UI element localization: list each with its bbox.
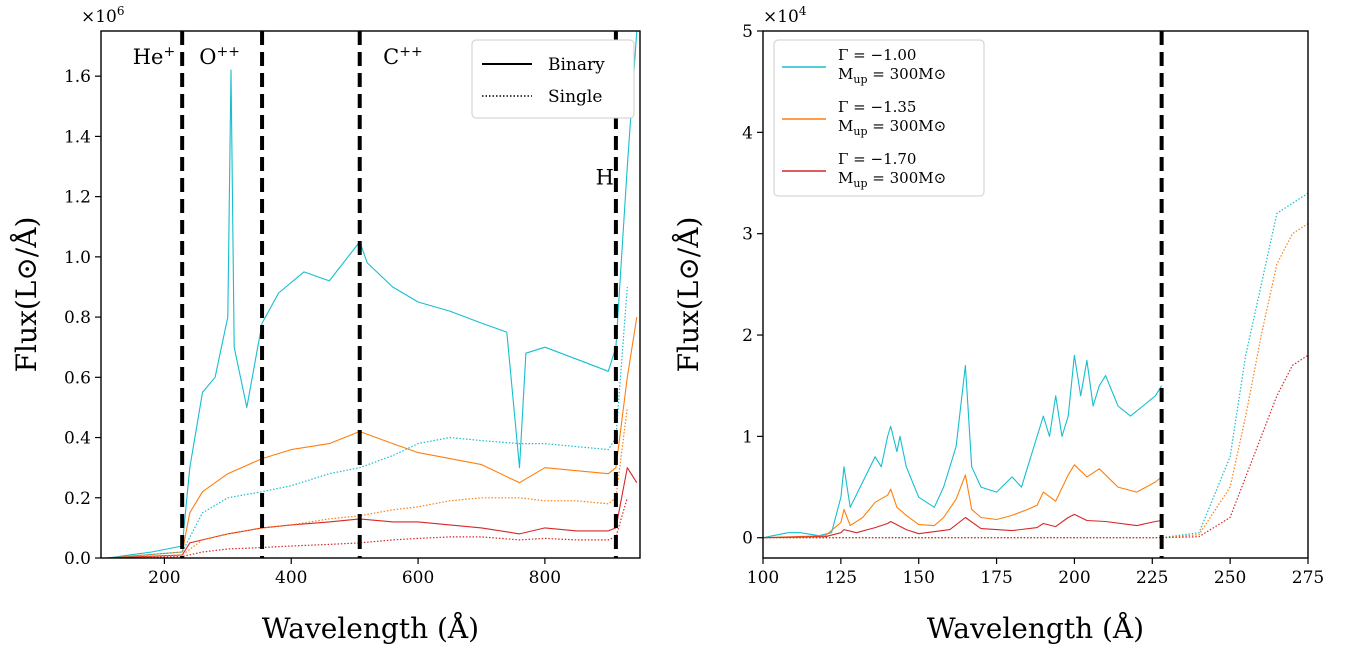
y-tick-label: 3 [742, 225, 753, 245]
y-tick-label: 5 [742, 22, 753, 42]
plot-area [107, 31, 638, 558]
legend-box [471, 39, 635, 119]
annotation-2: O++ [199, 44, 240, 69]
y-tick-label: 1.6 [64, 67, 91, 87]
y-multiplier: ×104 [763, 4, 807, 27]
plot-area [763, 31, 1308, 558]
axes-frame [100, 30, 641, 559]
y-tick-label: 1.2 [64, 188, 91, 208]
x-axis-label: Wavelength (Å) [262, 612, 479, 645]
x-tick-label: 250 [1214, 568, 1246, 588]
x-tick-label: 200 [148, 568, 180, 588]
series-line-6 [107, 497, 628, 558]
legend: Binary Single [471, 39, 635, 119]
annotation-1: He+ [133, 44, 175, 69]
legend-label-line1: Γ = −1.35 [838, 98, 916, 116]
y-tick-label: 0.0 [64, 549, 91, 569]
y-tick-label: 2 [742, 326, 753, 346]
legend-label-line2: Mup = 300M⊙ [838, 169, 946, 190]
legend-label-line2: Mup = 300M⊙ [838, 65, 946, 86]
legend-label-line1: Γ = −1.70 [838, 150, 916, 168]
x-tick-label: 150 [902, 568, 934, 588]
right-panel: 100 125 150 175 200 225 250 275 0 1 2 3 4 5 ×104 Wavele… [672, 4, 1324, 645]
series-line-3 [763, 513, 1162, 539]
y-tick-label: 0.8 [64, 308, 91, 328]
x-tick-label: 225 [1136, 568, 1168, 588]
legend-label-line2: Mup = 300M⊙ [838, 117, 946, 138]
legend-label: Binary [548, 55, 605, 75]
y-multiplier: ×106 [81, 4, 125, 27]
x-tick-label: 125 [825, 568, 857, 588]
series-line-5 [763, 223, 1308, 539]
y-tick-label: 4 [742, 123, 753, 143]
y-tick-label: 0 [742, 529, 753, 549]
legend-label-line1: Γ = −1.00 [838, 46, 916, 64]
series-line-1 [763, 354, 1163, 539]
x-axis-label: Wavelength (Å) [927, 612, 1144, 645]
series-line-4 [763, 192, 1308, 539]
x-tick-label: 200 [1058, 568, 1090, 588]
y-tick-label: 0.6 [64, 368, 91, 388]
series-line-2 [107, 317, 638, 558]
axes-frame [762, 30, 1309, 559]
y-tick-label: 1.4 [64, 127, 91, 147]
x-tick-label: 400 [275, 568, 307, 588]
legend-box [773, 39, 985, 197]
series-line-4 [107, 286, 628, 558]
y-axis-label: Flux(L⊙/Å) [672, 217, 705, 373]
series-line-6 [763, 354, 1308, 539]
left-panel: 200 400 600 800 0.0 0.2 0.4 0.6 0.8 1.0 1.2 1.4 1.6 ×… [10, 4, 641, 645]
annotation-4: H [596, 166, 614, 190]
x-tick-label: 100 [747, 568, 779, 588]
annotation-3: C++ [383, 44, 423, 69]
y-tick-label: 0.2 [64, 489, 91, 509]
y-axis-label: Flux(L⊙/Å) [10, 217, 43, 373]
y-tick-label: 1.0 [64, 248, 91, 268]
y-tick-label: 1 [742, 427, 753, 447]
x-tick-label: 800 [529, 568, 561, 588]
x-tick-label: 175 [980, 568, 1012, 588]
x-tick-label: 275 [1292, 568, 1324, 588]
legend-label: Single [548, 87, 602, 107]
x-tick-label: 600 [402, 568, 434, 588]
y-tick-label: 0.4 [64, 429, 91, 449]
series-line-5 [107, 407, 628, 558]
series-line-2 [763, 464, 1162, 539]
